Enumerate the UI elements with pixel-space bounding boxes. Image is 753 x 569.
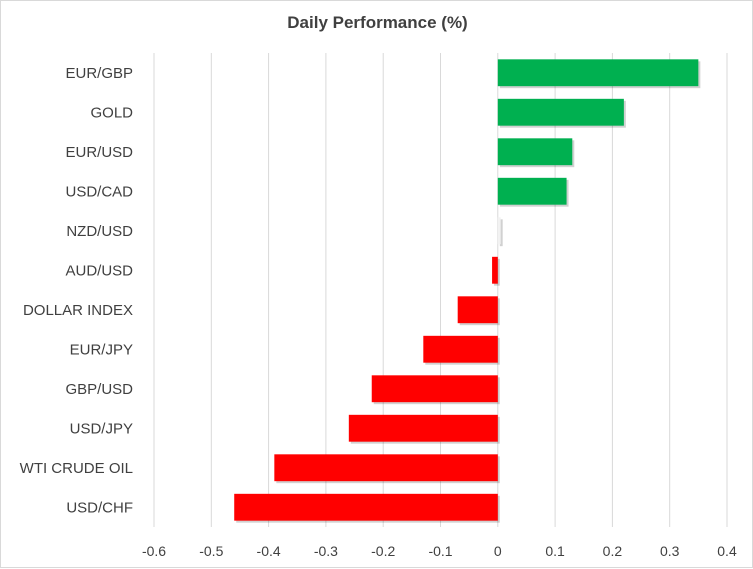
bar-gbp-usd xyxy=(371,375,498,403)
category-label: NZD/USD xyxy=(66,223,133,240)
category-label: EUR/USD xyxy=(65,144,133,161)
category-label: DOLLAR INDEX xyxy=(23,302,133,319)
x-tick-label: 0.4 xyxy=(717,543,737,559)
bar-usd-jpy xyxy=(348,414,498,442)
x-tick-label: 0.1 xyxy=(545,543,565,559)
category-label: USD/CAD xyxy=(65,183,133,200)
bar-dollar-index xyxy=(457,296,498,324)
x-tick-label: -0.4 xyxy=(257,543,281,559)
x-tick-label: -0.6 xyxy=(142,543,166,559)
chart-title: Daily Performance (%) xyxy=(287,13,468,32)
x-tick-label: -0.2 xyxy=(371,543,395,559)
category-label: EUR/JPY xyxy=(70,341,133,358)
bars xyxy=(234,59,701,523)
category-labels: EUR/GBP GOLD EUR/USD USD/CAD NZD/USD AUD/USD D… xyxy=(20,65,134,517)
x-tick-label: -0.3 xyxy=(314,543,338,559)
gridlines xyxy=(153,53,728,527)
bar-eur-jpy xyxy=(423,335,498,363)
bar-usd-chf xyxy=(234,493,498,521)
category-label: USD/CHF xyxy=(66,499,133,516)
x-tick-label: -0.1 xyxy=(428,543,452,559)
category-label: GBP/USD xyxy=(65,381,133,398)
x-tick-label: 0.2 xyxy=(603,543,623,559)
category-label: USD/JPY xyxy=(70,420,133,437)
category-label: EUR/GBP xyxy=(65,65,133,82)
x-axis-tick-labels: -0.6 -0.5 -0.4 -0.3 -0.2 -0.1 0 0.1 0.2 0.3 0.4 xyxy=(142,543,737,559)
bar-usd-cad xyxy=(497,177,567,205)
category-label: AUD/USD xyxy=(65,262,133,279)
x-tick-label: 0.3 xyxy=(660,543,680,559)
bar-shadow xyxy=(499,219,503,247)
bar-aud-usd xyxy=(492,256,498,284)
bar-eur-gbp xyxy=(497,59,699,87)
bar-wti-crude-oil xyxy=(274,454,498,482)
category-label: GOLD xyxy=(90,104,133,121)
category-label: WTI CRUDE OIL xyxy=(20,460,133,477)
x-tick-label: -0.5 xyxy=(199,543,223,559)
bar-gold xyxy=(497,98,624,126)
x-tick-label: 0 xyxy=(494,543,502,559)
bar-nzd-usd xyxy=(497,217,501,245)
bar-eur-usd xyxy=(497,138,573,166)
